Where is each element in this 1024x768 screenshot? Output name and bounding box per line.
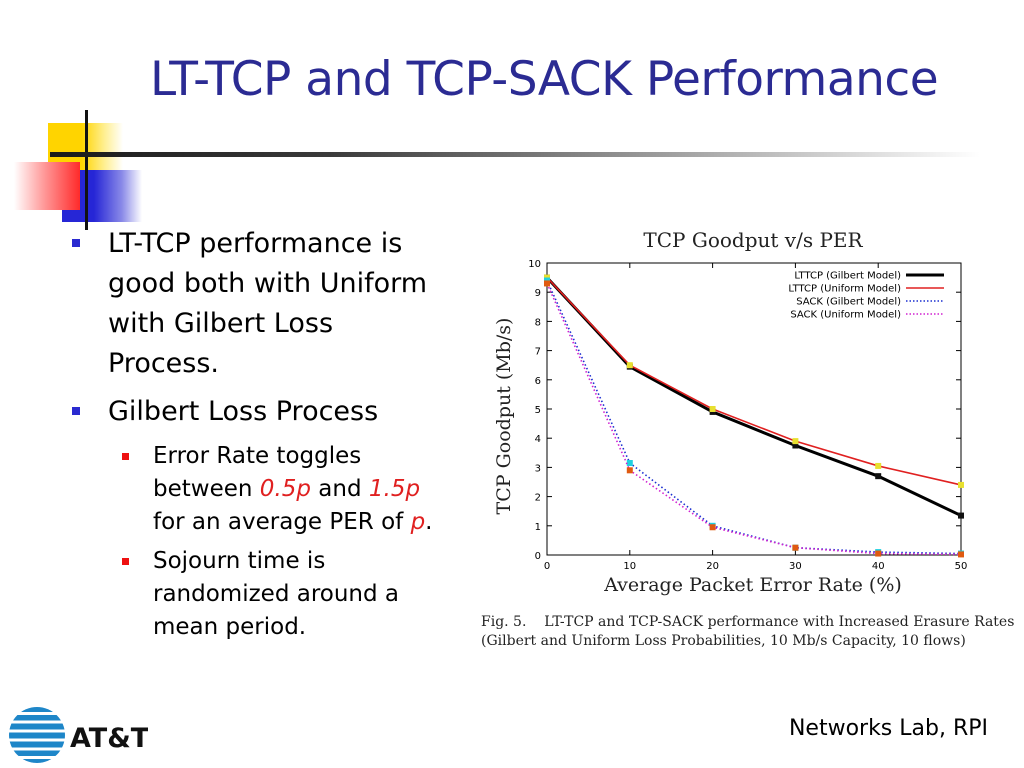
y-tick-label: 7 xyxy=(535,347,541,358)
data-point xyxy=(875,473,882,480)
bullet-line: randomized around a xyxy=(153,581,400,607)
y-tick-label: 6 xyxy=(535,376,541,387)
series-line-lttcp-gilbert-model xyxy=(545,276,962,517)
footer-text: Networks Lab, RPI xyxy=(788,716,988,741)
legend-label: LTTCP (Uniform Model) xyxy=(788,284,901,295)
data-point xyxy=(875,462,882,469)
value-low: 0.5p xyxy=(259,476,311,502)
y-tick-label: 10 xyxy=(528,259,541,270)
data-point xyxy=(626,362,633,369)
data-point xyxy=(958,481,964,488)
bullet-item: Gilbert Loss Process xyxy=(70,392,480,432)
y-tick-label: 9 xyxy=(535,288,541,299)
att-logo: AT&T xyxy=(9,707,148,763)
x-tick-label: 0 xyxy=(544,561,550,572)
bullet-line: with Gilbert Loss xyxy=(108,308,334,339)
data-point xyxy=(792,438,799,445)
data-point xyxy=(709,524,716,531)
sub-bullet-item: Sojourn time is randomized around a mean… xyxy=(70,545,480,644)
x-tick-label: 50 xyxy=(955,561,968,572)
bullet-line: Process. xyxy=(108,348,220,379)
data-point xyxy=(709,406,716,412)
data-point xyxy=(792,442,799,449)
x-tick-label: 10 xyxy=(623,561,636,572)
bullet-list: LT-TCP performance is good both with Uni… xyxy=(70,224,480,650)
value-p: p xyxy=(410,509,426,535)
caption-line: (Gilbert and Uniform Loss Probabilities,… xyxy=(481,633,966,649)
bullet-item: LT-TCP performance is good both with Uni… xyxy=(70,224,480,384)
y-tick-label: 1 xyxy=(535,522,541,533)
y-tick-label: 2 xyxy=(535,493,541,504)
legend-label: LTTCP (Gilbert Model) xyxy=(794,271,901,282)
data-point xyxy=(626,460,633,467)
page-title: LT-TCP and TCP-SACK Performance xyxy=(150,52,939,107)
bullet-line: Gilbert Loss Process xyxy=(108,396,379,427)
value-high: 1.5p xyxy=(368,476,421,502)
bullet-line: Sojourn time is xyxy=(153,548,326,574)
data-point xyxy=(958,551,964,558)
chart-title: TCP Goodput v/s PER xyxy=(643,228,863,252)
y-tick-label: 0 xyxy=(535,551,541,562)
bullet-marker xyxy=(72,407,80,415)
bullet-line: for an average PER of p. xyxy=(153,506,480,539)
text-between: between xyxy=(153,476,260,502)
data-point xyxy=(958,512,964,519)
bullet-line: good both with Uniform xyxy=(108,268,428,299)
y-tick-label: 3 xyxy=(535,463,541,474)
legend-label: SACK (Uniform Model) xyxy=(790,310,901,321)
bullet-line: LT-TCP performance is xyxy=(108,228,403,259)
bullet-line: Error Rate toggles xyxy=(153,443,362,469)
data-point xyxy=(626,467,633,474)
data-point xyxy=(792,544,799,551)
decor-red-square xyxy=(14,162,80,210)
text-and: and xyxy=(310,476,369,502)
series-line-sack-gilbert-model xyxy=(546,280,962,555)
logo-text: AT&T xyxy=(70,723,148,754)
bullet-marker xyxy=(72,239,80,247)
x-tick-label: 40 xyxy=(872,561,885,572)
series-line-lttcp-uniform-model xyxy=(546,277,962,486)
decor-vertical-line xyxy=(85,110,88,230)
figure-caption: Fig. 5. LT-TCP and TCP-SACK performance … xyxy=(481,613,1015,651)
y-tick-label: 5 xyxy=(535,405,541,416)
x-tick-label: 30 xyxy=(789,561,802,572)
data-point xyxy=(544,280,550,287)
sub-bullet-item: Error Rate toggles between 0.5p and 1.5p… xyxy=(70,440,480,539)
text-period: . xyxy=(425,509,433,535)
goodput-chart: TCP Goodput v/s PER TCP Goodput (Mb/s) A… xyxy=(493,228,968,596)
y-axis-label: TCP Goodput (Mb/s) xyxy=(493,318,515,515)
bullet-line: mean period. xyxy=(153,614,307,640)
text-avg: for an average PER of xyxy=(153,509,411,535)
data-point xyxy=(875,550,882,557)
sub-bullet-marker xyxy=(122,453,129,460)
title-rule xyxy=(50,152,980,157)
x-axis-label: Average Packet Error Rate (%) xyxy=(603,574,902,596)
y-tick-label: 8 xyxy=(535,317,541,328)
x-tick-label: 20 xyxy=(706,561,719,572)
legend-label: SACK (Gilbert Model) xyxy=(796,297,901,308)
y-tick-label: 4 xyxy=(535,434,541,445)
caption-line: Fig. 5. LT-TCP and TCP-SACK performance … xyxy=(481,614,1015,630)
sub-bullet-marker xyxy=(122,558,129,565)
bullet-line: between 0.5p and 1.5p xyxy=(153,473,480,506)
series-line-sack-uniform-model xyxy=(546,283,962,556)
